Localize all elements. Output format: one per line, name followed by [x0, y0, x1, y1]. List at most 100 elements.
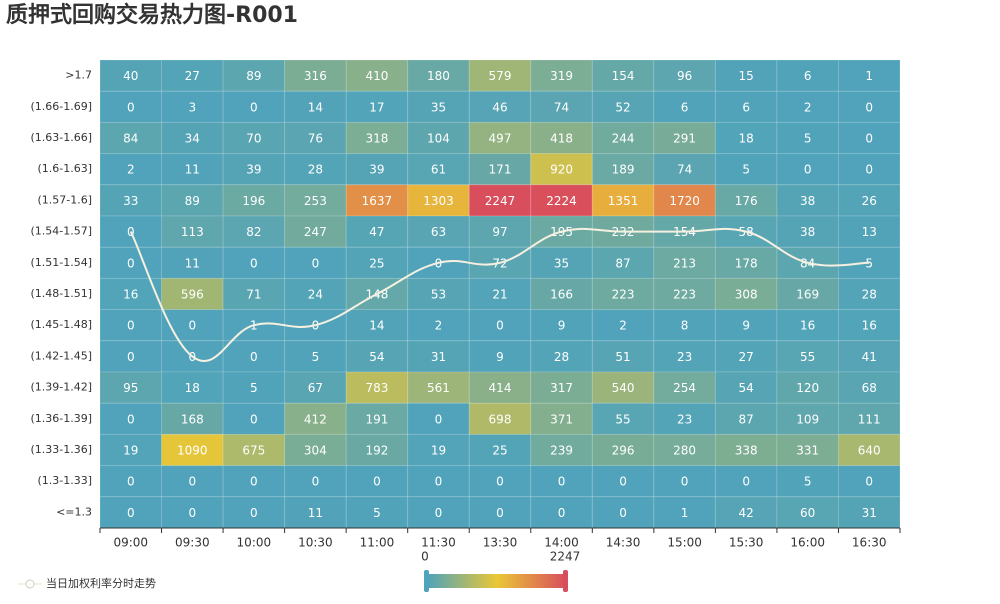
- heat-cell: [776, 433, 839, 467]
- cell-label: 223: [612, 288, 635, 302]
- cell-label: 316: [304, 69, 327, 83]
- cell-label: 0: [127, 506, 135, 520]
- heat-cell: [99, 153, 163, 186]
- heat-cell: [653, 309, 716, 342]
- cell-label: 180: [427, 69, 450, 83]
- x-tick-label: 16:00: [790, 536, 825, 550]
- heat-cell: [837, 496, 901, 529]
- heat-cell: [653, 371, 716, 404]
- heat-cell: [837, 465, 901, 498]
- heat-cell: [530, 153, 593, 186]
- cell-label: 0: [250, 350, 258, 364]
- heat-cell: [530, 402, 593, 435]
- cell-label: 61: [431, 163, 446, 177]
- cell-label: 2: [435, 319, 443, 333]
- cell-label: 38: [800, 225, 815, 239]
- cell-label: 192: [365, 444, 388, 458]
- heat-cell: [161, 184, 224, 217]
- heat-cell: [407, 433, 470, 467]
- heat-cell: [837, 184, 901, 217]
- cell-label: 0: [250, 256, 258, 270]
- cell-label: 1720: [669, 194, 700, 208]
- cell-label: 23: [677, 412, 692, 426]
- cell-label: 28: [308, 163, 323, 177]
- heat-cell: [222, 246, 286, 279]
- cell-label: 0: [250, 475, 258, 489]
- heat-cell: [99, 90, 163, 123]
- x-tick-label: 14:30: [606, 536, 641, 550]
- heat-cell: [837, 90, 901, 123]
- heat-cell: [407, 465, 470, 498]
- visual-map-bar: [428, 574, 566, 588]
- heat-cell: [99, 465, 163, 498]
- heat-cell: [653, 153, 716, 186]
- cell-label: 371: [550, 412, 573, 426]
- cell-label: 1: [681, 506, 689, 520]
- heat-cell: [99, 340, 163, 373]
- visual-map-max: 2247: [550, 550, 581, 564]
- cell-label: 0: [496, 506, 504, 520]
- cell-label: 412: [304, 412, 327, 426]
- x-tick-label: 10:00: [237, 536, 272, 550]
- cell-label: 0: [435, 475, 443, 489]
- heat-cell: [530, 496, 593, 529]
- cell-label: 26: [862, 194, 877, 208]
- heat-cell: [345, 153, 409, 186]
- heat-cell: [591, 246, 655, 279]
- cell-label: 18: [185, 381, 200, 395]
- cell-label: 196: [242, 194, 265, 208]
- cell-label: 0: [435, 412, 443, 426]
- cell-label: 0: [127, 100, 135, 114]
- heat-cell: [345, 121, 409, 155]
- cell-label: 1351: [608, 194, 639, 208]
- heat-cell: [837, 433, 901, 467]
- heat-cell: [284, 90, 347, 123]
- cell-label: 16: [862, 319, 877, 333]
- cell-label: 0: [558, 506, 566, 520]
- cell-label: 640: [858, 444, 881, 458]
- heat-cell: [530, 309, 593, 342]
- cell-label: 74: [554, 100, 569, 114]
- heat-cell: [345, 309, 409, 342]
- y-tick-label: (1.3-1.33]: [37, 474, 92, 487]
- cell-label: 0: [496, 319, 504, 333]
- cell-label: 17: [369, 100, 384, 114]
- cell-label: 82: [246, 225, 261, 239]
- heat-cell: [407, 59, 470, 92]
- heat-cell: [714, 153, 778, 186]
- heat-cell: [284, 153, 347, 186]
- y-tick-label: (1.33-1.36]: [30, 443, 92, 456]
- cell-label: 51: [615, 350, 630, 364]
- heat-cell: [591, 402, 655, 435]
- cell-label: 0: [188, 506, 196, 520]
- heat-cell: [468, 184, 532, 217]
- cell-label: 296: [612, 444, 635, 458]
- x-tick-label: 11:00: [360, 536, 395, 550]
- cell-label: 0: [558, 475, 566, 489]
- cell-label: 0: [435, 506, 443, 520]
- heat-cell: [530, 465, 593, 498]
- heat-cell: [653, 433, 716, 467]
- heat-cell: [653, 246, 716, 279]
- cell-label: 52: [615, 100, 630, 114]
- cell-label: 47: [369, 225, 384, 239]
- heat-cell: [837, 340, 901, 373]
- cell-label: 2224: [546, 194, 577, 208]
- cell-label: 55: [615, 412, 630, 426]
- cell-label: 0: [865, 163, 873, 177]
- cell-label: 16: [800, 319, 815, 333]
- legend-icon: [25, 579, 35, 589]
- cell-label: 540: [612, 381, 635, 395]
- cell-label: 0: [373, 475, 381, 489]
- cell-label: 27: [185, 69, 200, 83]
- cell-label: 0: [250, 506, 258, 520]
- cell-label: 31: [431, 350, 446, 364]
- cell-label: 410: [365, 69, 388, 83]
- heat-cell: [653, 465, 716, 498]
- cell-label: 561: [427, 381, 450, 395]
- cell-label: 1: [865, 69, 873, 83]
- y-tick-label: (1.39-1.42]: [30, 381, 92, 394]
- heat-cell: [222, 433, 286, 467]
- heat-cell: [591, 90, 655, 123]
